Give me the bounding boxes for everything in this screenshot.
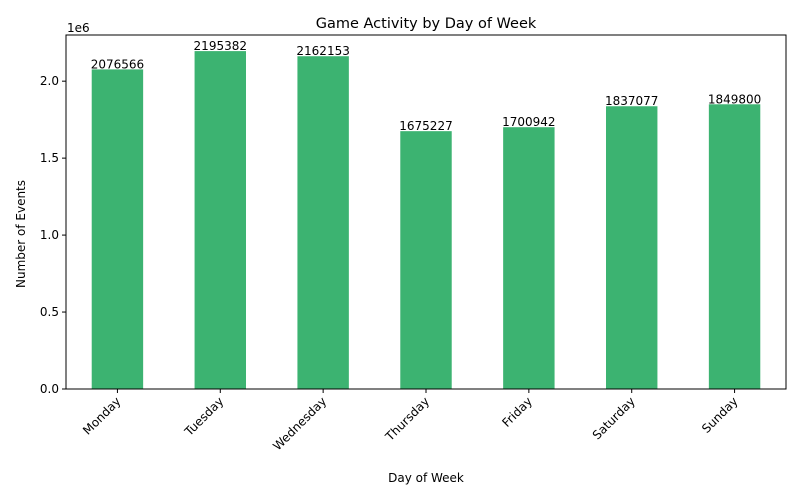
y-tick-label: 0.0 xyxy=(40,382,59,396)
data-label-friday: 1700942 xyxy=(502,115,555,129)
x-tick-label-tuesday: Tuesday xyxy=(181,394,226,439)
data-label-wednesday: 2162153 xyxy=(296,44,349,58)
bar-wednesday xyxy=(297,56,349,389)
x-tick-label-thursday: Thursday xyxy=(382,394,432,444)
x-tick-label-sunday: Sunday xyxy=(699,394,741,436)
bars-group xyxy=(91,51,761,390)
data-label-thursday: 1675227 xyxy=(399,119,452,133)
y-tick-label: 2.0 xyxy=(40,74,59,88)
bar-friday xyxy=(503,127,555,389)
bar-thursday xyxy=(400,131,452,390)
y-axis-ticks: 0.0 0.5 1.0 1.5 2.0 xyxy=(40,74,66,396)
offset-label: 1e6 xyxy=(67,21,90,35)
bar-tuesday xyxy=(194,51,246,389)
x-tick-label-monday: Monday xyxy=(80,394,123,437)
bar-saturday xyxy=(606,106,658,390)
data-label-sunday: 1849800 xyxy=(708,92,761,106)
data-label-monday: 2076566 xyxy=(91,57,144,71)
data-label-tuesday: 2195382 xyxy=(194,39,247,53)
x-tick-label-wednesday: Wednesday xyxy=(270,394,329,453)
y-tick-label: 1.5 xyxy=(40,151,59,165)
plot-frame xyxy=(65,34,787,390)
bar-sunday xyxy=(708,104,761,389)
y-tick-label: 0.5 xyxy=(40,305,59,319)
data-label-saturday: 1837077 xyxy=(605,94,658,108)
chart-title: Game Activity by Day of Week xyxy=(316,16,537,32)
x-tick-label-friday: Friday xyxy=(499,394,535,430)
bar-monday xyxy=(91,69,144,389)
x-tick-label-saturday: Saturday xyxy=(590,394,638,442)
y-axis-label: Number of Events xyxy=(14,180,28,288)
x-axis-ticks: Monday Tuesday Wednesday Thursday Friday Satu… xyxy=(80,389,741,453)
y-tick-label: 1.0 xyxy=(40,228,59,242)
x-axis-label: Day of Week xyxy=(388,471,464,485)
data-labels-group: 2076566 2195382 2162153 1675227 1700942 18370… xyxy=(91,39,762,133)
